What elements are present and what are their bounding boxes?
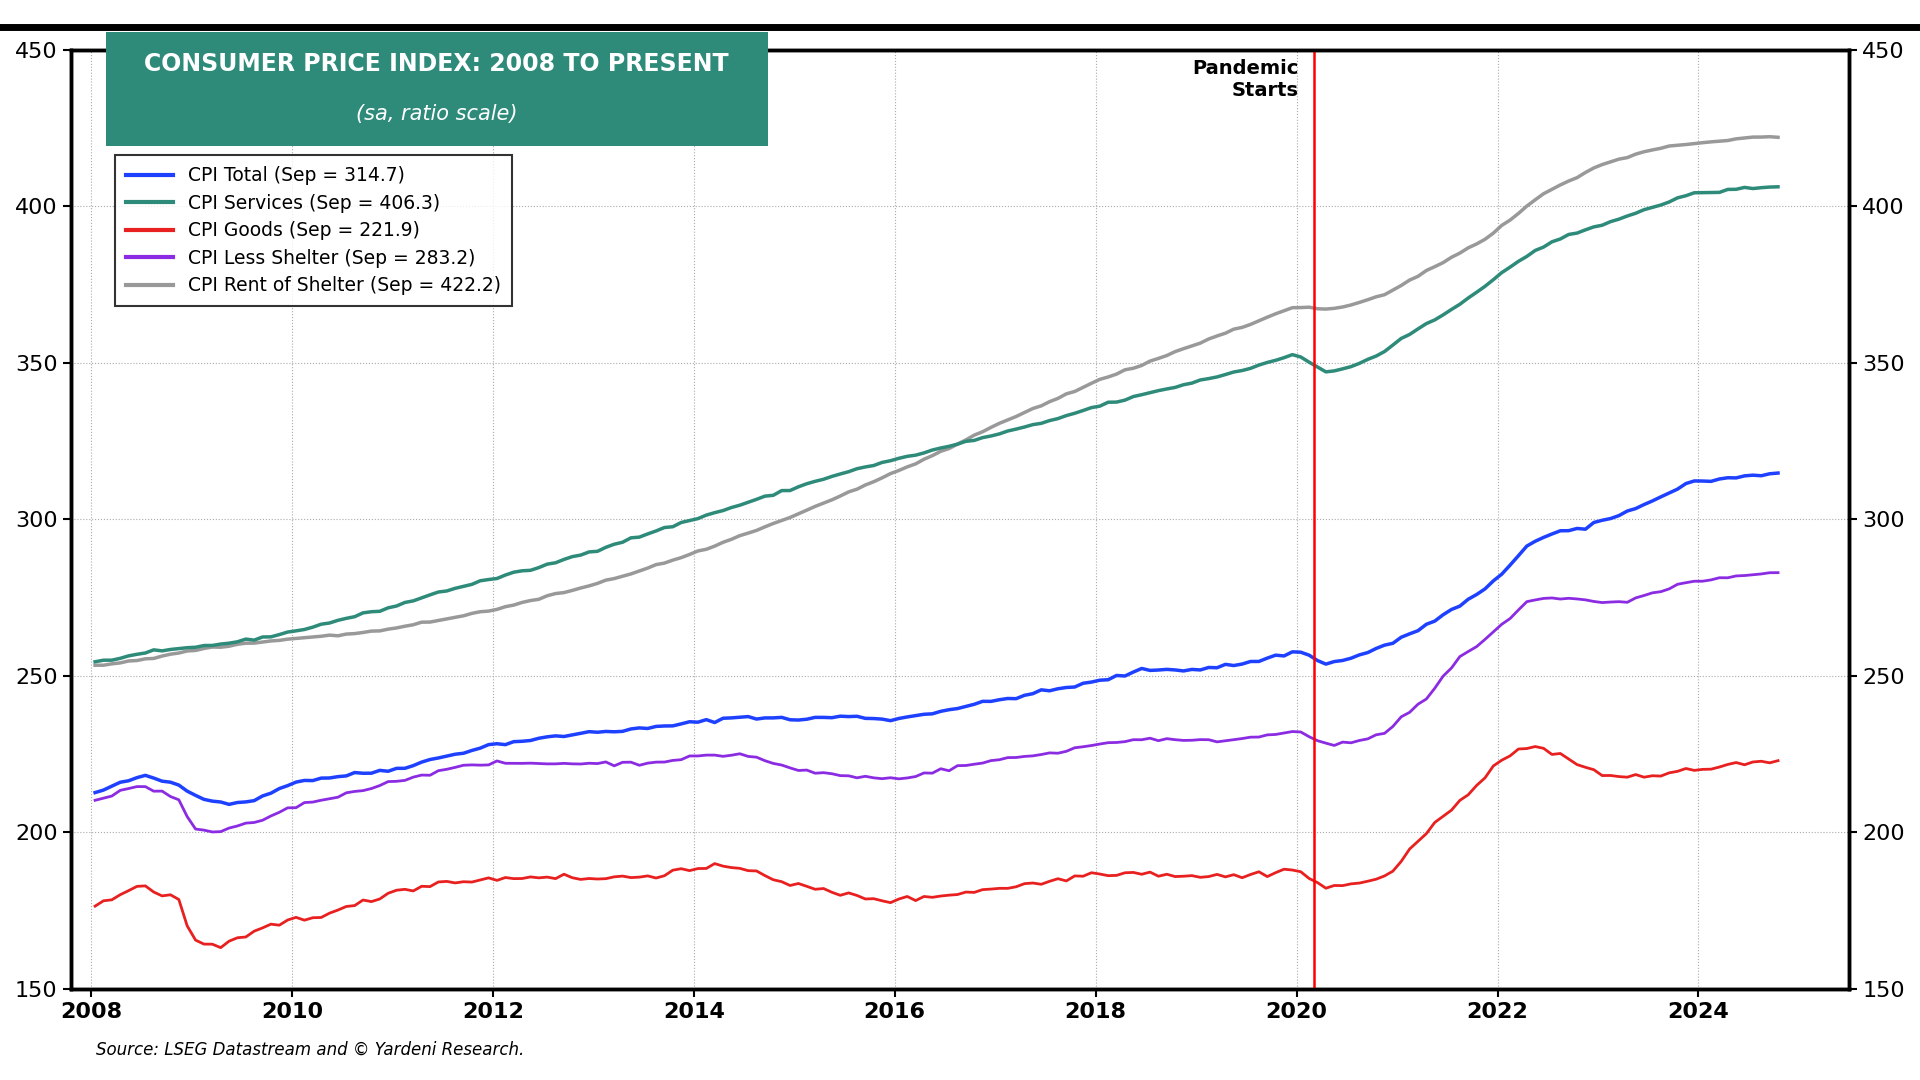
- Text: Source: LSEG Datastream and © Yardeni Research.: Source: LSEG Datastream and © Yardeni Re…: [96, 1040, 524, 1058]
- Text: CONSUMER PRICE INDEX: 2008 TO PRESENT: CONSUMER PRICE INDEX: 2008 TO PRESENT: [144, 52, 730, 77]
- Legend: CPI Total (Sep = 314.7), CPI Services (Sep = 406.3), CPI Goods (Sep = 221.9), CP: CPI Total (Sep = 314.7), CPI Services (S…: [115, 156, 513, 307]
- Text: (sa, ratio scale): (sa, ratio scale): [355, 104, 518, 124]
- Text: Pandemic
Starts: Pandemic Starts: [1192, 59, 1298, 100]
